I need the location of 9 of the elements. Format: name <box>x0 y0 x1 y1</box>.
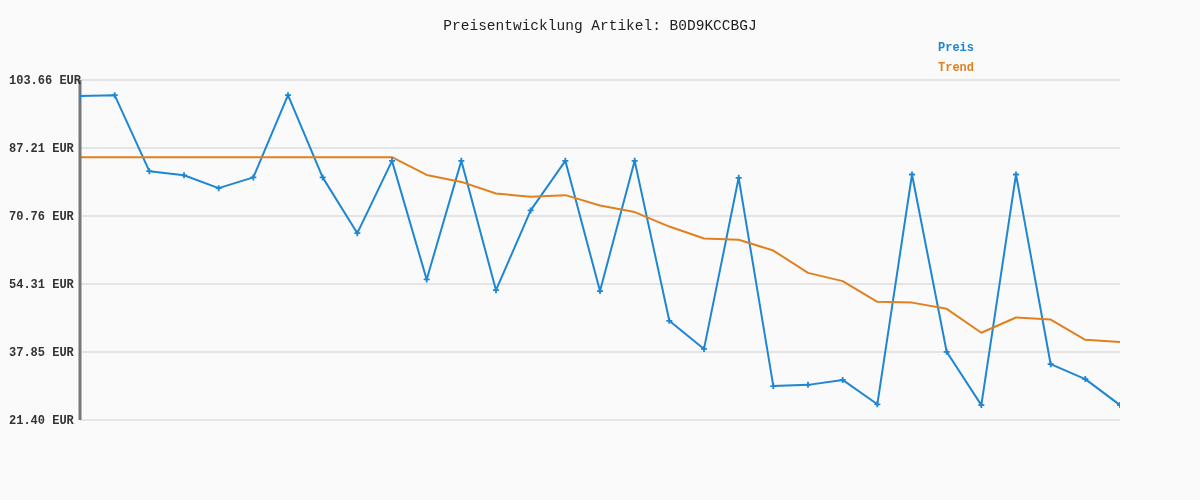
y-tick-label: 37.85 EUR <box>9 346 75 361</box>
y-tick-label: 21.40 EUR <box>9 414 75 429</box>
y-tick-label: 87.21 EUR <box>9 142 75 157</box>
y-tick-label: 54.31 EUR <box>9 278 75 293</box>
text: Preis <box>938 40 975 57</box>
y-tick-label: 103.66 EUR <box>9 74 82 89</box>
y-tick-label: 70.76 EUR <box>9 210 75 225</box>
text: Trend <box>938 60 975 77</box>
chart-title: Preisentwicklung Artikel: B0D9KCCBGJ <box>442 18 758 34</box>
